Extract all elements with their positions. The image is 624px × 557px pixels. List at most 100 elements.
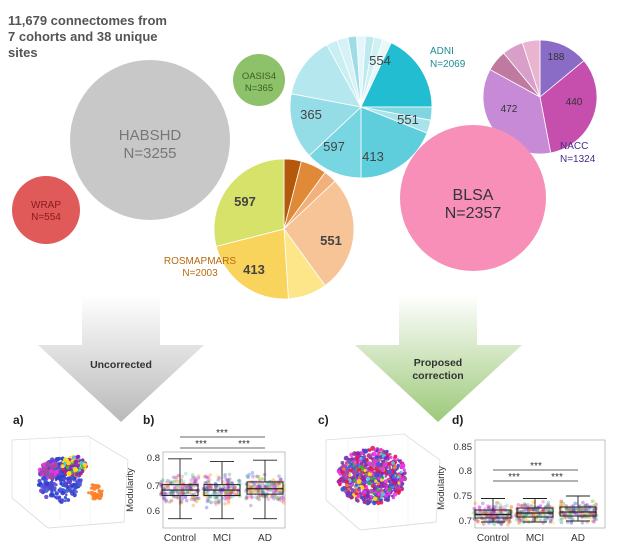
boxplot-b-point [190,473,195,477]
boxplot-b-point [275,485,279,490]
embed-c-point [360,495,364,500]
embed-c-point [392,475,396,480]
embed-a-point [73,476,77,480]
boxplot-b-point [207,484,211,489]
embed-a-point [67,471,72,475]
boxplot-b-point [194,479,199,483]
boxplot-b-point [228,481,233,486]
embed-c-point [385,497,391,502]
boxplot-d-point [507,518,511,523]
embed-a-point [53,469,59,475]
embed-a-point [82,462,88,468]
boxplot-b-point [228,490,232,495]
embed-c-point [383,456,388,461]
boxplot-d-point [577,507,581,512]
embed-c-point [376,449,379,452]
embed-c-point [358,467,362,471]
embed-c-point [383,479,388,484]
boxplot-b-point [226,484,231,489]
boxplot-d-point [588,507,593,512]
boxplot-b-point [252,482,257,487]
boxplot-b-point [177,492,181,496]
embed-c-point [359,471,363,476]
boxplot-b-point [221,485,226,489]
panel-label-a: a) [13,413,24,427]
cohort-wrap: WRAP N=554 [12,176,80,244]
boxplot-d-point [584,503,588,508]
embed-a-point [57,456,62,461]
embed-a-point [78,469,82,472]
boxplot-b-point [183,495,188,500]
boxplot-b-point [180,496,185,500]
boxplot-d-point [548,508,552,513]
embed-a-point [70,483,74,488]
boxplot-b-point [216,490,220,495]
boxplot-b-point [179,500,184,505]
embed-c-point [390,483,395,487]
boxplot-b-point [176,473,181,478]
boxplot-d-point [590,519,595,523]
ros-slice-label-597: 597 [234,194,256,209]
boxplot-d-point [559,499,564,504]
embed-c-point [372,496,378,501]
embed-c-point [345,470,350,474]
boxplot-d-point [534,517,539,521]
embed-a-point [63,499,67,503]
boxplot-b-point [227,495,232,500]
boxplot-b-point [195,496,200,501]
embed-c-point [380,496,384,500]
embed-c-point [402,468,406,472]
boxplot-b-point [224,491,228,495]
embed-c-point [387,492,391,496]
boxplot-d-point [566,507,571,512]
boxplot-b-point [253,484,257,488]
boxplot-b-point [219,491,223,496]
boxplot-b-point [223,489,228,494]
boxplot-b-point [276,482,280,486]
boxplot-b-point [245,494,249,498]
boxplot-b-point [180,497,185,502]
boxplot-b-sig-left: *** [195,439,207,450]
boxplot-b-point [182,484,187,489]
boxplot-d-point [517,521,521,525]
boxplot-d-point [548,519,553,523]
boxplot-d-point [564,516,568,520]
embed-a-point [66,460,71,466]
cohort-habshd: HABSHD N=3255 [70,60,230,220]
embed-c-point [383,490,386,493]
boxplot-b-point [224,496,229,501]
embed-a-point [76,463,80,468]
embed-c-point [371,479,375,483]
boxplot-d-point [509,505,513,510]
boxplot-b-point [162,497,166,501]
boxplot-b-point [159,480,163,484]
embed-c-point [368,453,373,458]
embed-c-point [378,458,382,462]
boxplot-d-cat-ad: AD [571,533,585,544]
boxplot-d-point [516,503,521,507]
boxplot-d-point [547,504,551,509]
boxplot-b-point [278,477,283,482]
boxplot-b-point [209,500,213,505]
embed-a-point [47,473,52,479]
boxplot-d-point [586,511,590,516]
boxplot-d-point [517,521,522,525]
boxplot-b-point [184,486,189,490]
boxplot-b-point [217,484,222,488]
boxplot-d-point [559,502,564,506]
boxplot-b-point [275,481,280,486]
embed-a-point [65,465,70,470]
embed-c-point [387,462,392,466]
embed-c-point [379,452,383,456]
boxplot-b-point [257,497,261,502]
boxplot-b-point [202,474,207,479]
embed-c-point [342,473,346,478]
embed-c-point [338,482,342,487]
boxplot-d-point [548,520,553,524]
boxplot-b-point [204,481,208,485]
header-line-1: 11,679 connectomes from [8,13,167,28]
embedding-points-c [336,445,408,506]
boxplot-b-point [174,480,179,484]
boxplot-b-point [179,490,184,494]
blsa-circle [400,125,546,271]
